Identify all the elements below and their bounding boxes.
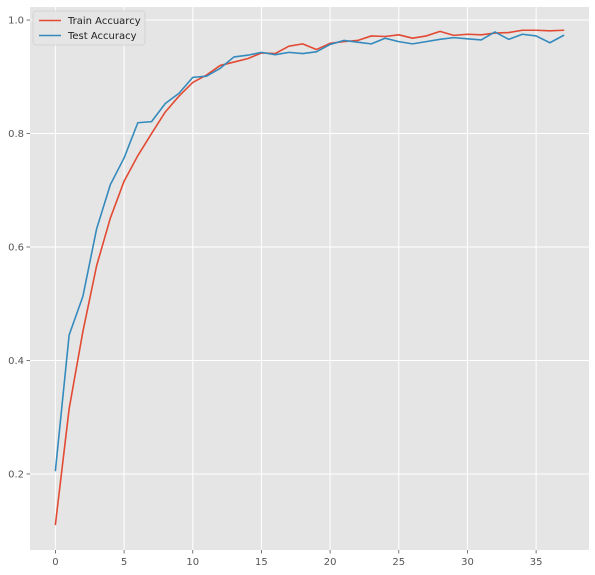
legend-label-test-accuracy: Test Accuracy — [67, 31, 137, 42]
x-tick-label: 15 — [255, 557, 268, 568]
y-tick-label: 0.2 — [8, 469, 24, 480]
x-tick-label: 10 — [186, 557, 199, 568]
series-line-test-accuracy — [54, 31, 565, 472]
plot-background — [30, 7, 589, 550]
x-tick-label: 30 — [461, 557, 474, 568]
legend-box — [32, 10, 146, 46]
tick-labels: 0 5 10 15 20 25 30 35 0.2 0.4 0.6 0.8 1.0 — [8, 16, 542, 568]
y-tick-label: 0.8 — [8, 129, 24, 140]
y-tick-label: 1.0 — [8, 16, 24, 27]
x-tick-label: 20 — [324, 557, 337, 568]
legend: Train Accuarcy Test Accuracy — [32, 10, 146, 46]
y-tick-label: 0.4 — [8, 356, 24, 367]
grid-lines — [30, 7, 589, 550]
series-layer — [54, 29, 565, 526]
x-tick-label: 5 — [121, 557, 127, 568]
y-tick-label: 0.6 — [8, 243, 24, 254]
x-tick-label: 25 — [392, 557, 405, 568]
series-line-train-accuarcy — [54, 29, 565, 526]
legend-label-train-accuarcy: Train Accuarcy — [67, 16, 141, 27]
x-tick-label: 35 — [530, 557, 543, 568]
x-tick-label: 0 — [52, 557, 58, 568]
